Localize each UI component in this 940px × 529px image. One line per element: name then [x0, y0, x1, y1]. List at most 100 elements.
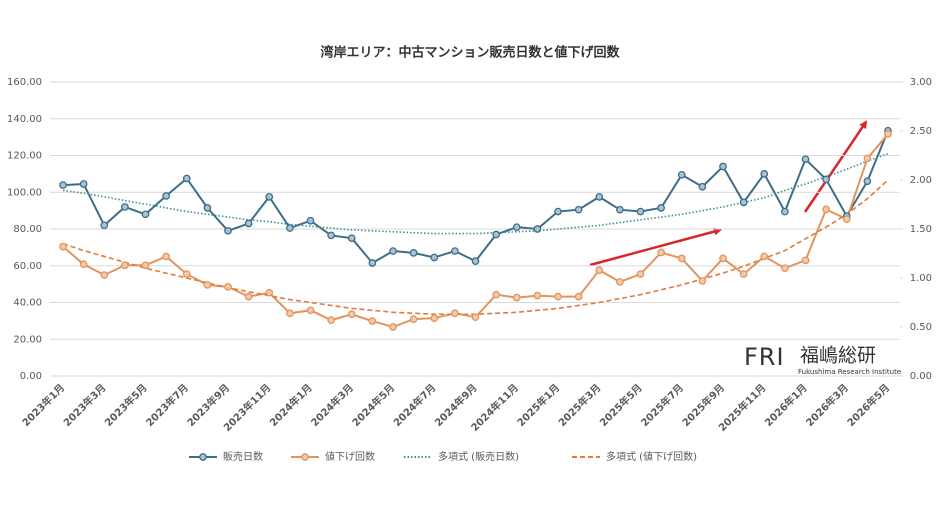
logo-mark: FRI	[744, 343, 785, 371]
data-point	[801, 256, 810, 265]
x-tick-label: 2026年3月	[803, 381, 851, 429]
data-point	[471, 257, 480, 266]
y-tick-label: 0.00	[20, 371, 42, 382]
data-point	[244, 219, 253, 228]
data-point	[719, 254, 727, 263]
data-point	[141, 210, 150, 219]
data-point	[884, 130, 892, 138]
y-tick-label: 40.00	[13, 298, 42, 309]
y-tick-label: 100.00	[7, 187, 42, 198]
data-point	[79, 180, 88, 188]
y2-tick-label: 2.50	[910, 126, 932, 137]
data-point	[389, 323, 397, 331]
x-tick-label: 2023年1月	[19, 381, 67, 429]
legend-label: 値下げ回数	[325, 450, 375, 463]
data-point	[121, 203, 129, 211]
legend-label: 販売日数	[223, 450, 263, 463]
data-point	[760, 252, 769, 261]
data-point	[512, 293, 521, 302]
data-point	[327, 231, 335, 240]
data-point	[492, 230, 500, 239]
series-line	[62, 133, 889, 329]
data-point	[409, 249, 418, 257]
data-point	[224, 282, 232, 291]
data-point	[739, 270, 748, 278]
trend-arrow	[803, 120, 868, 213]
y2-tick-label: 3.00	[910, 77, 932, 88]
data-point	[863, 177, 872, 186]
data-point	[79, 260, 88, 269]
data-point	[822, 205, 830, 214]
x-tick-label: 2024年7月	[391, 381, 439, 429]
y-tick-label: 20.00	[13, 334, 42, 345]
y2-tick-label: 1.00	[910, 273, 932, 284]
data-point	[595, 266, 604, 275]
data-point	[451, 247, 459, 255]
series-line	[62, 152, 889, 235]
data-point	[554, 292, 562, 301]
data-point	[781, 264, 789, 273]
data-point	[533, 225, 542, 233]
data-point	[574, 205, 583, 214]
data-point	[368, 259, 377, 267]
data-point	[389, 247, 397, 255]
data-point	[471, 313, 480, 322]
data-point	[616, 205, 624, 214]
data-point	[100, 221, 109, 230]
x-tick-label: 2025年1月	[514, 381, 562, 429]
data-point	[182, 174, 191, 183]
data-point	[59, 242, 67, 251]
logo-subtitle: Fukushima Research Institute	[798, 368, 901, 376]
data-point	[182, 270, 191, 278]
data-point	[347, 310, 356, 319]
x-tick-label: 2026年5月	[844, 381, 892, 429]
data-point	[595, 192, 604, 201]
x-tick-label: 2023年5月	[102, 381, 150, 429]
y2-tick-label: 0.50	[910, 322, 932, 333]
data-point	[286, 224, 294, 232]
data-point	[574, 292, 583, 301]
data-point	[616, 278, 624, 286]
y-tick-label: 140.00	[7, 114, 42, 125]
data-point	[781, 207, 789, 216]
data-point	[719, 162, 727, 171]
data-point	[739, 198, 748, 207]
x-tick-label: 2023年7月	[143, 381, 191, 429]
data-point	[801, 155, 810, 164]
data-point	[430, 314, 439, 323]
y-tick-label: 60.00	[13, 261, 42, 272]
chart-title: 湾岸エリア：中古マンション販売日数と値下げ回数	[320, 45, 620, 61]
data-point	[100, 271, 109, 279]
data-point	[121, 261, 129, 270]
data-point	[203, 204, 212, 212]
data-point	[636, 270, 645, 278]
data-point	[533, 291, 542, 300]
data-point	[327, 316, 335, 324]
x-tick-label: 2024年5月	[349, 381, 397, 429]
legend-label: 多項式 (値下げ回数)	[606, 450, 697, 463]
y2-tick-label: 0.00	[910, 371, 932, 382]
y2-tick-label: 2.00	[910, 175, 932, 186]
data-point	[451, 309, 459, 318]
data-point	[657, 204, 665, 212]
trend-arrow	[589, 227, 722, 267]
x-tick-label: 2024年1月	[267, 381, 315, 429]
data-point	[59, 181, 67, 189]
data-point	[430, 253, 439, 262]
data-point	[203, 281, 212, 289]
data-point	[677, 170, 686, 179]
data-point	[224, 226, 232, 235]
data-point	[244, 292, 253, 301]
series-line	[62, 179, 889, 316]
data-point	[306, 216, 315, 225]
data-point	[409, 315, 418, 324]
data-point	[842, 215, 851, 224]
x-tick-label: 2024年3月	[308, 381, 356, 429]
data-point	[141, 261, 150, 270]
logo: FRI 福嶋総研 Fukushima Research Institute	[744, 343, 901, 376]
data-point	[554, 207, 562, 216]
data-point	[162, 252, 170, 261]
series-line	[62, 130, 889, 265]
